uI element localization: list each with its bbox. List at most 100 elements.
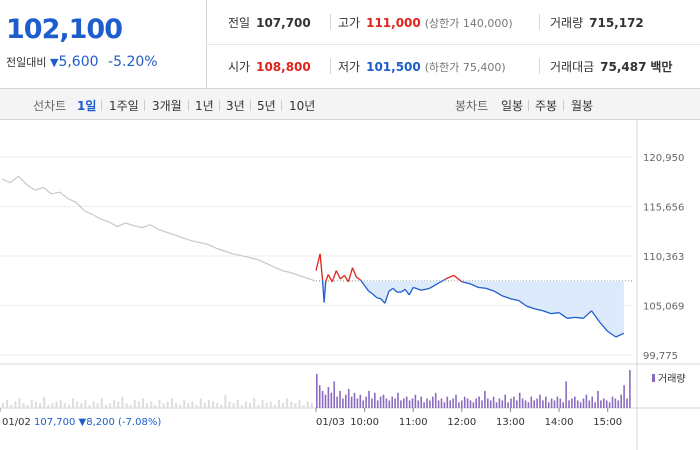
- volume-bar-prev: [162, 403, 165, 408]
- volume-bar-day: [376, 400, 379, 408]
- series-day-segment: [323, 281, 327, 303]
- volume-bar-day: [507, 402, 509, 408]
- volume-bar-day: [382, 394, 385, 408]
- x-tick-label: 13:00: [496, 417, 525, 428]
- volume-bar-prev: [84, 399, 87, 408]
- series-day-segment: [582, 310, 592, 319]
- volume-bar-prev: [195, 404, 198, 408]
- volume-bar-day: [420, 396, 422, 408]
- low-label: 저가: [338, 60, 361, 74]
- volume-bar-day: [620, 394, 622, 408]
- volume-bar-day: [417, 400, 420, 408]
- volume-bar-day: [516, 400, 518, 408]
- tab-1day[interactable]: 1일: [77, 99, 97, 113]
- volume-bar-day: [336, 396, 338, 408]
- tab-weekly-candle[interactable]: 주봉: [535, 99, 558, 113]
- series-day-segment: [325, 274, 329, 283]
- divider: [101, 100, 102, 111]
- series-day-segment: [437, 278, 446, 285]
- volume-bar-day: [510, 398, 512, 408]
- x-tick-label: 01/03: [316, 417, 345, 428]
- series-day-segment: [429, 283, 438, 289]
- volume-bar-day: [446, 396, 449, 408]
- series-day-segment: [558, 312, 568, 319]
- prev-close-value: 107,700: [256, 16, 311, 30]
- volume-bar-day: [437, 400, 440, 408]
- volume-bar-day: [411, 398, 414, 408]
- volume-bar-day: [591, 396, 593, 408]
- volume-bar-day: [345, 394, 347, 408]
- current-price: 102,100: [6, 14, 123, 45]
- volume-bar-day: [547, 402, 550, 408]
- stats-row-1: 전일 107,700 고가 111,000 (상한가 140,000) 거래량 715,…: [206, 0, 700, 45]
- volume-bar-prev: [183, 399, 186, 408]
- trade-amount: 거래대금 75,487 백만: [550, 58, 672, 75]
- volume-bar-prev: [43, 396, 46, 408]
- tab-10years[interactable]: 10년: [289, 99, 316, 113]
- volume-bar-day: [333, 381, 335, 408]
- series-day-segment: [567, 316, 576, 319]
- series-day-segment: [526, 305, 536, 310]
- volume-bar-prev: [216, 403, 219, 408]
- series-day-segment: [319, 253, 324, 281]
- series-day-segment: [315, 253, 321, 271]
- volume-bar-prev: [100, 398, 103, 408]
- y-tick-label: 99,775: [643, 351, 678, 362]
- divider: [250, 100, 251, 111]
- volume-bar-prev: [212, 401, 214, 408]
- x-tick-label: 10:00: [350, 417, 379, 428]
- volume-bar-prev: [191, 401, 194, 408]
- tab-1year[interactable]: 1년: [195, 99, 214, 113]
- volume-bar-day: [495, 402, 498, 408]
- divider: [539, 14, 540, 30]
- volume-bar-prev: [67, 404, 70, 408]
- series-day-segment: [388, 287, 394, 292]
- volume-bar-prev: [117, 401, 120, 408]
- volume-bar-prev: [199, 398, 202, 408]
- volume-bar-day: [582, 398, 585, 408]
- volume-bar-prev: [273, 404, 276, 408]
- volume-bar-prev: [170, 398, 173, 408]
- volume-bar-day: [356, 398, 359, 408]
- volume-bar-day: [556, 396, 559, 408]
- volume-bar-day: [533, 400, 535, 408]
- tab-3years[interactable]: 3년: [226, 99, 245, 113]
- volume-bar-day: [498, 398, 501, 408]
- volume-bar-day: [579, 402, 582, 408]
- volume-bar-day: [513, 396, 515, 408]
- series-day-segment: [493, 290, 503, 297]
- y-tick-label: 110,363: [643, 252, 684, 263]
- volume-bar-day: [426, 398, 428, 408]
- open-price: 시가 108,800: [228, 58, 311, 75]
- volume-bar-day: [440, 398, 443, 408]
- series-day-segment: [351, 267, 358, 278]
- volume-bar-prev: [228, 401, 231, 408]
- volume-bar-prev: [290, 401, 293, 408]
- tab-5years[interactable]: 5년: [257, 99, 276, 113]
- volume-bar-day: [394, 398, 396, 408]
- volume-bar-day: [461, 400, 463, 408]
- volume-bar-prev: [261, 399, 264, 408]
- divider: [281, 100, 282, 111]
- volume-bar-day: [568, 400, 570, 408]
- volume-bar-day: [379, 396, 382, 408]
- volume-bar-day: [365, 396, 367, 408]
- volume-bar-prev: [55, 401, 58, 408]
- volume-bar-prev: [76, 401, 79, 408]
- tab-monthly-candle[interactable]: 월봉: [571, 99, 594, 113]
- down-triangle-icon: ▼: [49, 56, 59, 69]
- volume-bar-day: [605, 400, 608, 408]
- volume-bar-prev: [80, 403, 83, 408]
- tab-1week[interactable]: 1주일: [109, 99, 139, 113]
- volume-bar-prev: [298, 399, 301, 408]
- upper-limit: (상한가 140,000): [424, 17, 513, 30]
- series-day-segment: [590, 310, 601, 323]
- tab-daily-candle[interactable]: 일봉: [501, 99, 524, 113]
- volume-bar-prev: [2, 403, 4, 408]
- volume-bar-prev: [150, 401, 153, 408]
- volume-bar-day: [550, 398, 553, 408]
- volume-bar-day: [350, 396, 353, 408]
- tab-3months[interactable]: 3개월: [152, 99, 182, 113]
- series-day-segment: [518, 299, 528, 307]
- chart-tabs: 선차트 1일 1주일 3개월 1년 3년 5년 10년 봉차트 일봉 주봉 월봉: [0, 89, 700, 120]
